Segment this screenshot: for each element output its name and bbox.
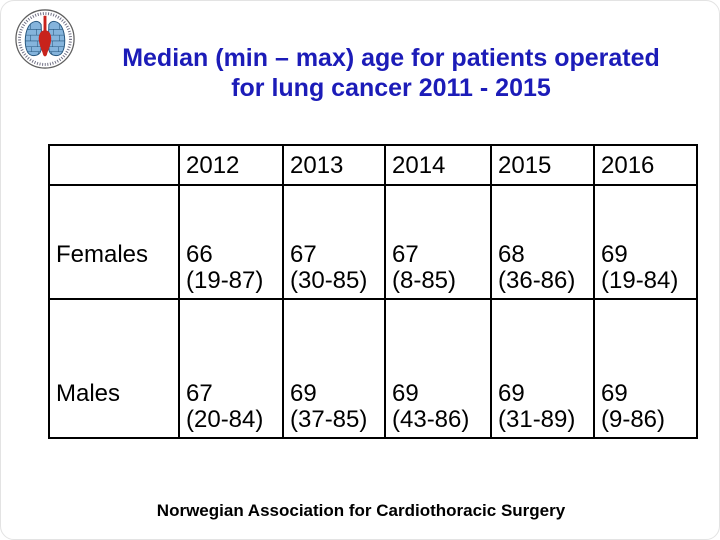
- cell-males-2016: 69 (9-86): [593, 298, 698, 439]
- cell-males-2014: 69 (43-86): [384, 298, 492, 439]
- slide-footer: Norwegian Association for Cardiothoracic…: [156, 501, 566, 520]
- header-empty-cell: [48, 144, 180, 186]
- median-value: 67: [290, 241, 317, 268]
- median-value: 69: [601, 380, 628, 407]
- table-row-males: Males 67 (20-84) 69 (37-85) 69 (43-86) 6…: [48, 298, 698, 439]
- range-value: (19-87): [186, 267, 264, 294]
- header-year-2015: 2015: [490, 144, 595, 186]
- range-value: (31-89): [498, 406, 576, 433]
- cell-females-2014: 67 (8-85): [384, 184, 492, 300]
- cell-females-2012: 66 (19-87): [178, 184, 284, 300]
- row-label-females: Females: [48, 184, 180, 300]
- range-value: (20-84): [186, 406, 264, 433]
- range-value: (43-86): [392, 406, 470, 433]
- range-value: (37-85): [290, 406, 368, 433]
- median-value: 68: [498, 241, 525, 268]
- median-value: 66: [186, 241, 213, 268]
- median-value: 69: [601, 241, 628, 268]
- median-value: 67: [392, 241, 419, 268]
- range-value: (9-86): [601, 406, 666, 433]
- header-year-2013: 2013: [282, 144, 386, 186]
- cell-females-2013: 67 (30-85): [282, 184, 386, 300]
- median-value: 69: [290, 380, 317, 407]
- range-value: (19-84): [601, 267, 679, 294]
- range-value: (8-85): [392, 267, 457, 294]
- slide-title-line1: Median (min – max) age for patients oper…: [122, 44, 660, 72]
- table-header-row: 2012 2013 2014 2015 2016: [48, 144, 698, 186]
- median-age-table: 2012 2013 2014 2015 2016 Females 66 (19-…: [48, 144, 698, 439]
- slide-title: Median (min – max) age for patients oper…: [81, 43, 701, 103]
- median-value: 67: [186, 380, 213, 407]
- header-year-2012: 2012: [178, 144, 284, 186]
- cell-females-2016: 69 (19-84): [593, 184, 698, 300]
- header-year-2014: 2014: [384, 144, 492, 186]
- median-value: 69: [392, 380, 419, 407]
- median-value: 69: [498, 380, 525, 407]
- range-value: (36-86): [498, 267, 576, 294]
- cell-males-2012: 67 (20-84): [178, 298, 284, 439]
- cell-females-2015: 68 (36-86): [490, 184, 595, 300]
- cell-males-2013: 69 (37-85): [282, 298, 386, 439]
- row-label-males: Males: [48, 298, 180, 439]
- lungs-society-logo-icon: [15, 9, 75, 69]
- range-value: (30-85): [290, 267, 368, 294]
- slide-title-line2: for lung cancer 2011 - 2015: [231, 74, 551, 102]
- header-year-2016: 2016: [593, 144, 698, 186]
- cell-males-2015: 69 (31-89): [490, 298, 595, 439]
- table-row-females: Females 66 (19-87) 67 (30-85) 67 (8-85) …: [48, 184, 698, 300]
